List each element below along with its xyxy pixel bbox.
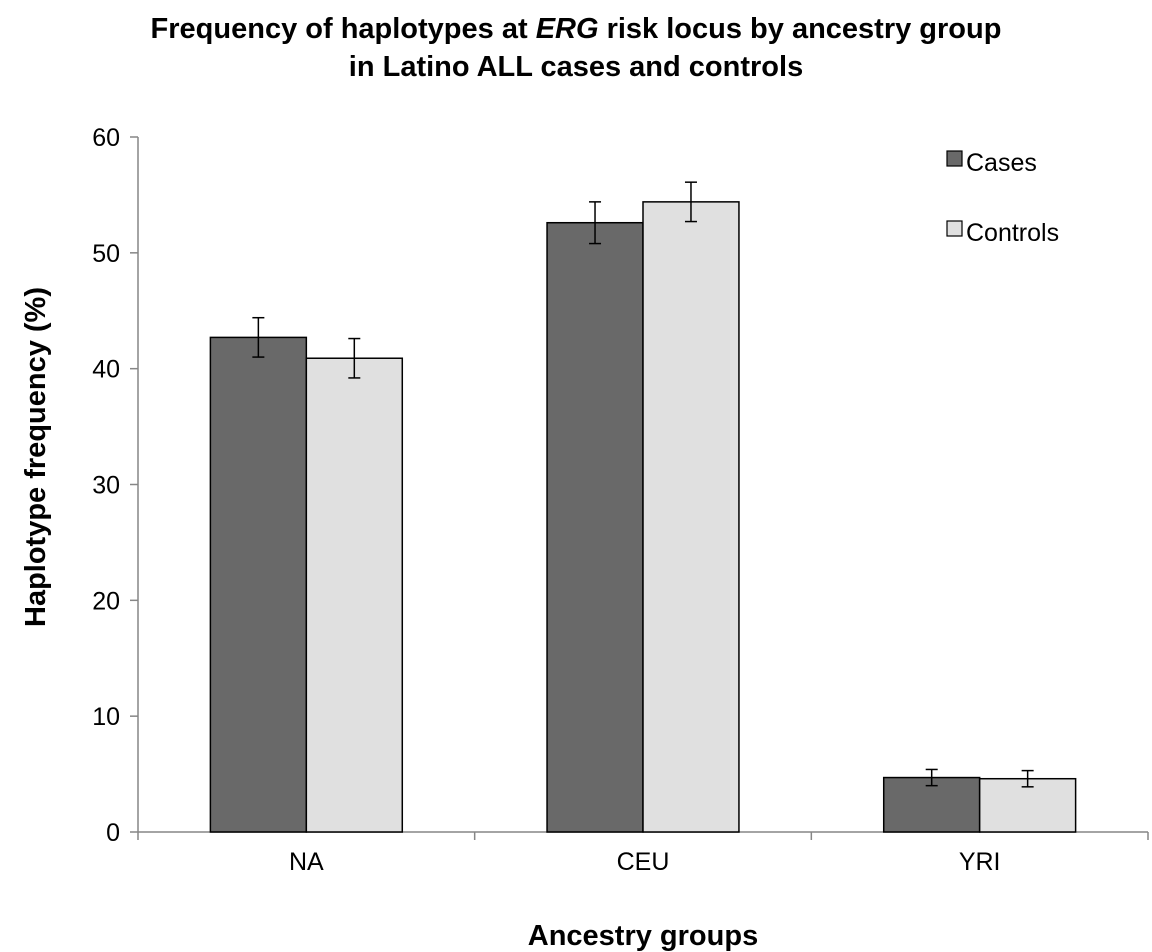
y-tick-label: 50	[92, 240, 120, 268]
legend-label-controls: Controls	[966, 219, 1059, 247]
x-axis-title: Ancestry groups	[528, 920, 758, 952]
y-tick-label: 40	[92, 356, 120, 384]
bar-cases-ceu	[546, 221, 644, 833]
bar-cases-na	[209, 336, 308, 833]
legend-label-cases: Cases	[966, 149, 1037, 177]
y-tick-label: 20	[92, 587, 120, 615]
y-tick-label: 10	[92, 703, 120, 731]
x-tick-label: NA	[289, 848, 324, 876]
y-tick-label: 0	[106, 819, 120, 847]
bar-controls-yri	[978, 777, 1077, 833]
chart-title: Frequency of haplotypes at ERG risk locu…	[0, 10, 1152, 86]
legend-swatch-cases	[946, 150, 963, 167]
bar-cases-yri	[882, 776, 981, 833]
title-text-part1: Frequency of haplotypes at	[150, 13, 536, 45]
bar-controls-na	[305, 357, 404, 833]
bar-controls-ceu	[642, 201, 740, 833]
title-text-italic: ERG	[535, 13, 599, 45]
chart-title-line2: in Latino ALL cases and controls	[348, 51, 804, 83]
y-tick-label: 30	[92, 472, 120, 500]
y-axis-title: Haplotype frequency (%)	[20, 287, 52, 627]
y-tick-label: 60	[92, 124, 120, 152]
title-text-part2: risk locus by ancestry group	[598, 13, 1002, 45]
chart-title-line1: Frequency of haplotypes at ERG risk locu…	[0, 10, 1152, 48]
legend-swatch-controls	[946, 220, 963, 237]
x-tick-label: CEU	[617, 848, 670, 876]
x-tick-label: YRI	[959, 848, 1001, 876]
